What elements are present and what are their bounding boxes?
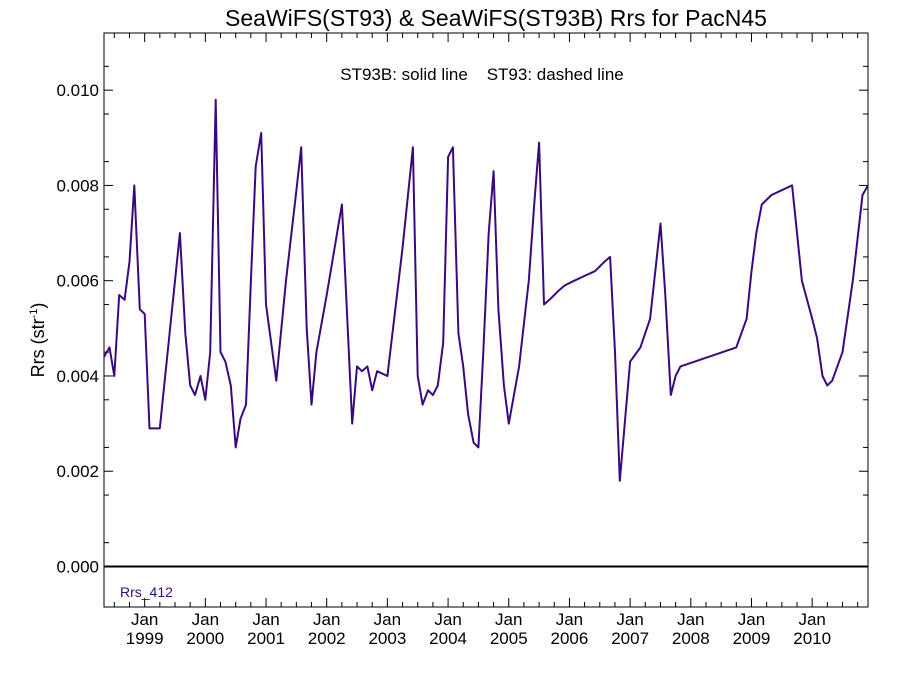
x-tick-label-month: Jan: [374, 610, 401, 629]
legend-entry: Rrs_412: [120, 584, 173, 600]
series-line-rrs-412: [103, 98, 869, 482]
y-axis-label: Rrs (str-1): [28, 303, 48, 378]
y-tick-label: 0.010: [56, 81, 99, 100]
x-tick-label-year: 2002: [308, 629, 346, 648]
x-tick-label-month: Jan: [434, 610, 461, 629]
plot-frame: [103, 32, 869, 608]
y-tick-label: 0.002: [56, 462, 99, 481]
x-tick-label-year: 2006: [551, 629, 589, 648]
x-tick-label-year: 2001: [247, 629, 285, 648]
x-tick-label-year: 2010: [793, 629, 831, 648]
y-tick-label: 0.006: [56, 272, 99, 291]
x-tick-label-year: 2004: [429, 629, 467, 648]
x-tick-label-year: 1999: [126, 629, 164, 648]
x-tick-label-month: Jan: [192, 610, 219, 629]
y-tick-label: 0.008: [56, 176, 99, 195]
y-axis-label-exponent: -1: [28, 309, 40, 319]
x-tick-label-month: Jan: [252, 610, 279, 629]
line-style-annotation: ST93B: solid line ST93: dashed line: [340, 65, 624, 84]
x-tick-label-month: Jan: [313, 610, 340, 629]
x-tick-label-month: Jan: [131, 610, 158, 629]
x-tick-label-month: Jan: [677, 610, 704, 629]
y-tick-label: 0.000: [56, 558, 99, 577]
x-tick-label-year: 2003: [368, 629, 406, 648]
x-tick-label-year: 2007: [611, 629, 649, 648]
x-tick-label-month: Jan: [616, 610, 643, 629]
x-tick-label-year: 2008: [672, 629, 710, 648]
plot-area: 0.0000.0020.0040.0060.0080.010Jan1999Jan…: [56, 32, 869, 648]
chart-title: SeaWiFS(ST93) & SeaWiFS(ST93B) Rrs for P…: [225, 5, 767, 31]
x-tick-label-year: 2005: [490, 629, 528, 648]
y-axis-label-close: ): [28, 303, 48, 309]
x-tick-label-month: Jan: [738, 610, 765, 629]
x-tick-label-month: Jan: [495, 610, 522, 629]
x-tick-label-year: 2009: [733, 629, 771, 648]
x-tick-label-month: Jan: [798, 610, 825, 629]
x-tick-label-year: 2000: [186, 629, 224, 648]
y-axis-label-main: Rrs (str: [28, 318, 48, 377]
y-tick-label: 0.004: [56, 367, 99, 386]
x-tick-label-month: Jan: [556, 610, 583, 629]
